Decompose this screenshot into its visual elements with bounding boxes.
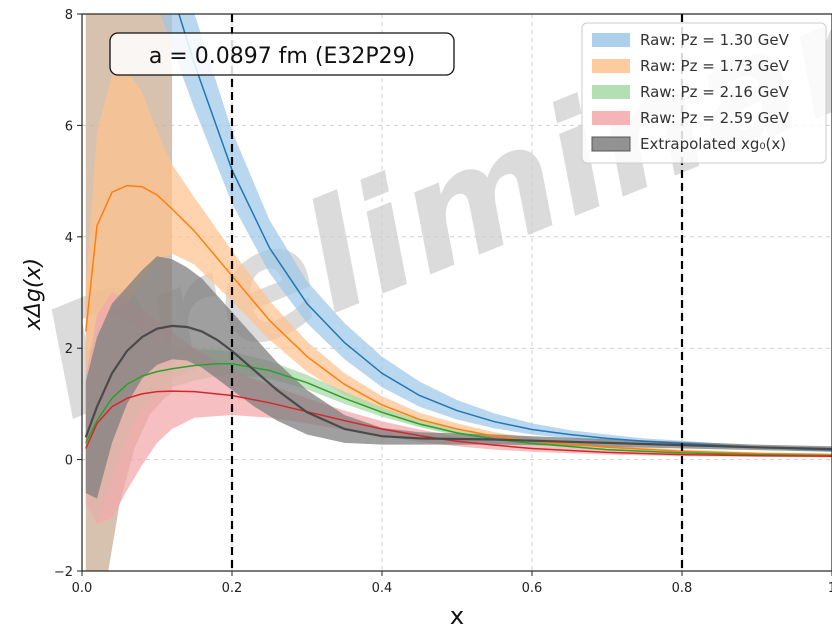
annotation-text: a = 0.0897 fm (E32P29) [149,44,415,69]
band-series-5 [85,256,832,499]
plot-frame [81,13,832,572]
y-tick-label: −2 [54,565,73,580]
x-tick-label: 0.6 [522,581,543,596]
annotation-frame [109,32,455,76]
annotation-box: a = 0.0897 fm (E32P29) [109,32,455,76]
band-series-1 [160,14,832,452]
line-series-3 [85,363,832,457]
y-tick-label: 8 [65,8,73,23]
legend-label: Raw: Pz = 2.16 GeV [640,83,790,101]
x-tick-label: 0.8 [672,581,693,596]
legend-label: Extrapolated xg₀(x) [640,135,786,153]
central-curves [84,14,832,458]
line-series-5 [84,324,832,451]
x-axis-label: x [450,602,464,628]
band-series-4 [85,292,832,524]
legend-swatch [592,85,630,99]
y-tick-label: 2 [65,342,73,357]
legend-swatch [592,33,630,47]
x-tick-label: 0.2 [222,581,243,596]
y-tick-label: 4 [65,231,73,246]
y-tick-label: 0 [65,454,73,469]
y-axis-label: xΔg(x) [21,258,46,331]
legend-swatch [592,59,630,73]
legend-label: Raw: Pz = 2.59 GeV [640,109,790,127]
line-series-2 [85,184,832,456]
y-tick-label: 6 [65,119,73,134]
uncertainty-bands [85,14,832,571]
legend-label: Raw: Pz = 1.30 GeV [640,31,790,49]
x-tick-label: 1 [828,581,832,596]
legend: Raw: Pz = 1.30 GeV Raw: Pz = 1.73 GeV Raw:… [581,22,827,164]
legend-label: Raw: Pz = 1.73 GeV [640,57,790,75]
x-tick-label: 0.4 [372,581,393,596]
line-series-1 [178,14,832,451]
legend-swatch [592,111,630,125]
legend-swatch [591,136,631,152]
band-series-2 [85,69,832,456]
x-tick-label: 0.0 [72,581,93,596]
axes: 0.0 0.2 0.4 0.6 0.8 1 −2 0 2 4 6 8 [54,8,832,596]
legend-frame [581,22,827,164]
